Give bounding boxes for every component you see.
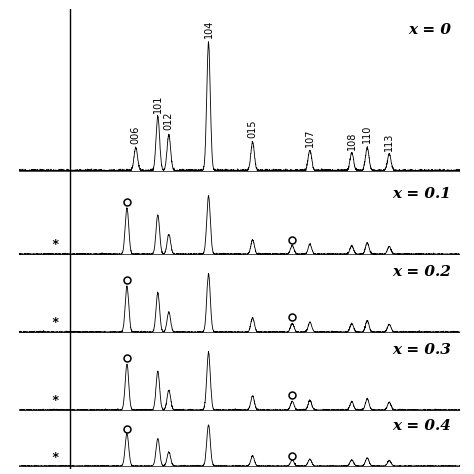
Text: x = 0.4: x = 0.4 — [392, 419, 451, 433]
Text: *: * — [51, 238, 59, 251]
Text: 104: 104 — [203, 20, 213, 38]
Text: 012: 012 — [164, 112, 174, 130]
Text: x = 0.2: x = 0.2 — [392, 265, 451, 279]
Text: *: * — [51, 394, 59, 407]
Text: x = 0.3: x = 0.3 — [392, 343, 451, 357]
Text: 107: 107 — [305, 128, 315, 147]
Text: x = 0: x = 0 — [408, 23, 451, 37]
Text: 113: 113 — [384, 133, 394, 151]
Text: *: * — [51, 451, 59, 464]
Text: 101: 101 — [153, 94, 163, 113]
Text: 015: 015 — [247, 120, 257, 138]
Text: 108: 108 — [347, 132, 357, 150]
Text: *: * — [51, 316, 59, 329]
Text: x = 0.1: x = 0.1 — [392, 187, 451, 201]
Text: 110: 110 — [362, 125, 372, 143]
Text: 006: 006 — [131, 126, 141, 144]
